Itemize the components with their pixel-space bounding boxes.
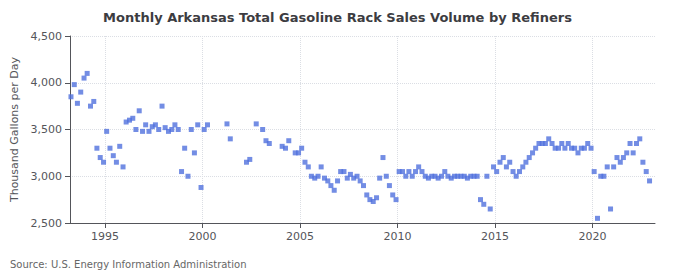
svg-text:2000: 2000 bbox=[189, 230, 217, 243]
svg-text:Thousand Gallons per Day: Thousand Gallons per Day bbox=[8, 56, 21, 203]
svg-text:Monthly Arkansas Total Gasolin: Monthly Arkansas Total Gasoline Rack Sal… bbox=[103, 10, 572, 25]
svg-text:2015: 2015 bbox=[481, 230, 509, 243]
svg-text:2005: 2005 bbox=[286, 230, 314, 243]
svg-text:1995: 1995 bbox=[91, 230, 119, 243]
svg-text:Source: U.S. Energy Informatio: Source: U.S. Energy Information Administ… bbox=[10, 259, 247, 270]
svg-text:4,500: 4,500 bbox=[31, 30, 63, 43]
svg-text:4,000: 4,000 bbox=[31, 76, 63, 89]
svg-text:3,500: 3,500 bbox=[31, 123, 63, 136]
svg-text:2020: 2020 bbox=[579, 230, 607, 243]
svg-text:2,500: 2,500 bbox=[31, 217, 63, 230]
svg-text:2010: 2010 bbox=[384, 230, 412, 243]
svg-text:3,000: 3,000 bbox=[31, 170, 63, 183]
